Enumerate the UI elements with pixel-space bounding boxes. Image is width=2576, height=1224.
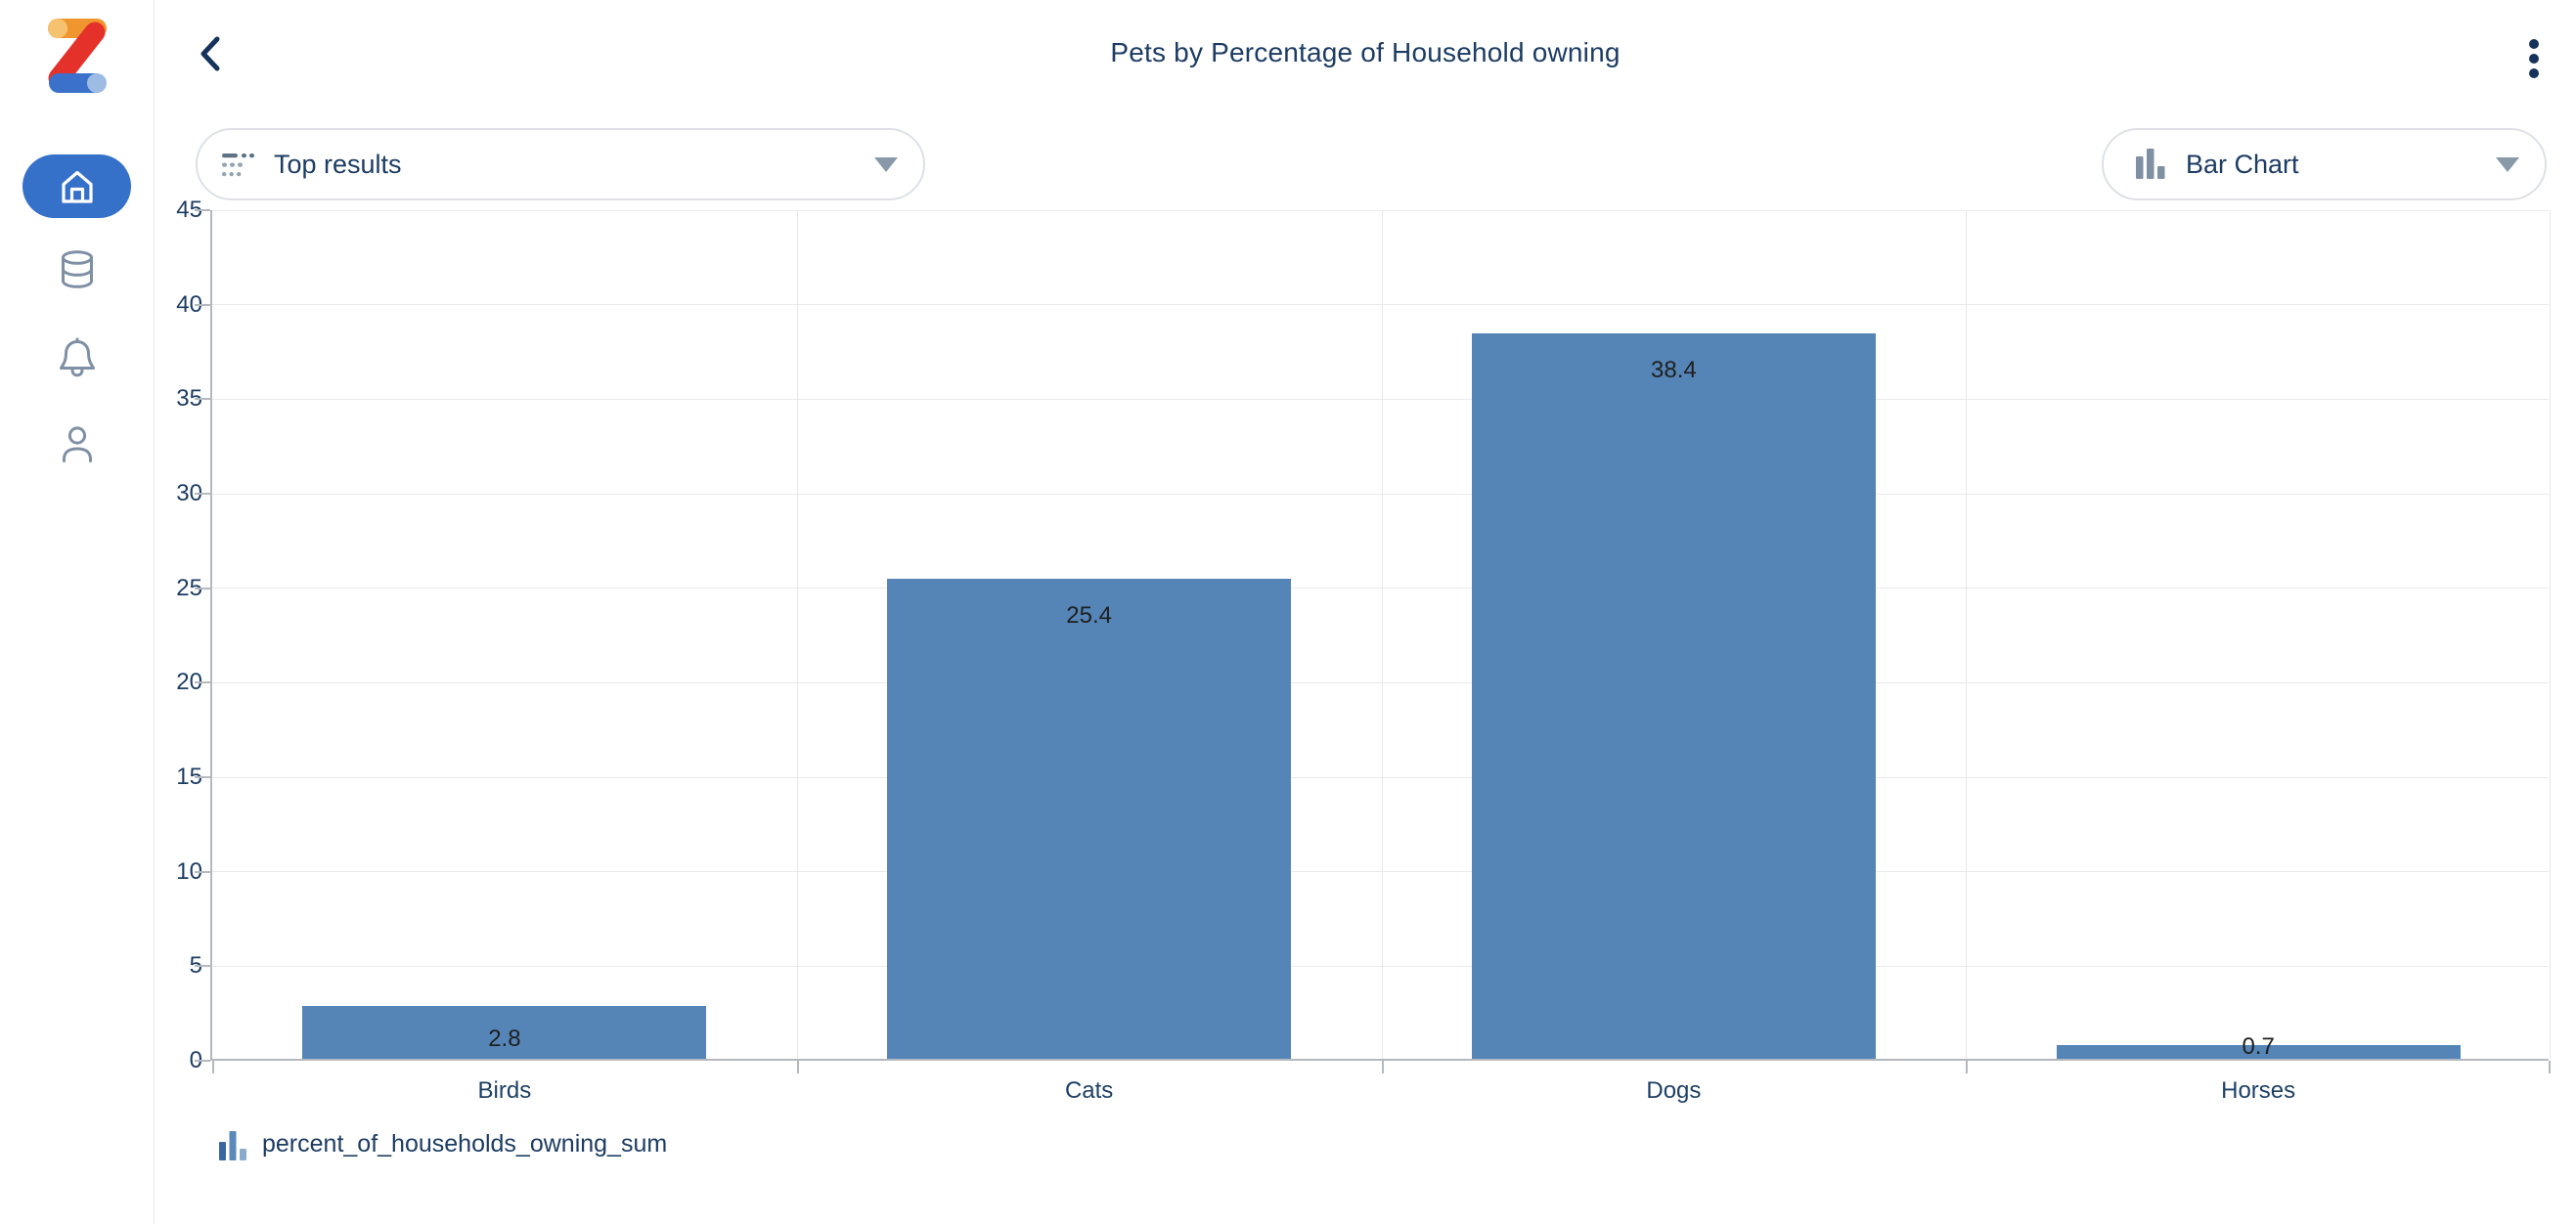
bar-value-label: 38.4: [1651, 356, 1697, 383]
y-axis-labels: 0 5 10 15 20 25 30 35 40 45: [155, 197, 202, 1073]
bar-chart-icon: [2135, 148, 2166, 181]
chart-type-label: Bar Chart: [2186, 149, 2299, 179]
y-axis-tick: [195, 398, 210, 401]
h-gridline: [212, 965, 2549, 967]
x-axis-tick: [1966, 1061, 1969, 1073]
caret-down-icon: [874, 156, 898, 172]
y-axis-tick: [195, 303, 210, 306]
sidebar-item-home[interactable]: [22, 154, 131, 218]
plot-area: 2.8 Birds 25.4 Cats 38.4 Dogs 0.7 Horses: [195, 209, 2551, 1104]
bar-value-label: 2.8: [488, 1025, 521, 1052]
y-axis-tick: [195, 965, 210, 968]
main-content: Pets by Percentage of Household owning: [155, 0, 2576, 1224]
user-icon: [62, 426, 92, 462]
category-label: Cats: [1064, 1077, 1114, 1104]
x-axis-tick: [1381, 1061, 1384, 1073]
h-gridline: [212, 210, 2549, 211]
category-label: Horses: [2221, 1077, 2296, 1104]
v-gridline: [796, 210, 798, 1059]
y-axis-tick: [195, 1060, 210, 1062]
v-gridline: [1966, 210, 1968, 1059]
sidebar: [0, 0, 155, 1224]
top-results-label: Top results: [274, 149, 402, 179]
y-axis-tick: [195, 209, 210, 211]
x-axis-tick: [212, 1061, 214, 1073]
y-axis-tick: [195, 587, 210, 590]
bar-birds[interactable]: [302, 1005, 707, 1059]
zoho-z-logo-icon[interactable]: [39, 16, 115, 96]
sidebar-item-data[interactable]: [55, 247, 100, 292]
category-label: Dogs: [1646, 1077, 1702, 1104]
top-n-filter-icon: [221, 150, 254, 179]
bar-dogs[interactable]: [1471, 332, 1876, 1059]
caret-down-icon: [2496, 156, 2519, 172]
x-axis-tick: [2549, 1061, 2551, 1073]
chart-legend[interactable]: percent_of_households_owning_sum: [219, 1126, 667, 1161]
bar-value-label: 0.7: [2242, 1033, 2275, 1061]
h-gridline: [212, 681, 2549, 683]
v-gridline: [1381, 210, 1383, 1059]
h-gridline: [212, 588, 2549, 590]
bar-horses[interactable]: [2056, 1045, 2461, 1059]
h-gridline: [212, 776, 2549, 778]
y-axis-tick: [195, 870, 210, 873]
sidebar-item-profile[interactable]: [55, 421, 100, 466]
database-icon: [61, 250, 93, 288]
category-label: Birds: [477, 1077, 532, 1104]
y-axis-tick: [195, 493, 210, 495]
home-icon: [61, 170, 93, 203]
bell-icon: [59, 337, 95, 377]
back-button[interactable]: [194, 33, 227, 74]
bar-value-label: 25.4: [1066, 601, 1112, 629]
h-gridline: [212, 398, 2549, 400]
y-axis-tick: [195, 776, 210, 778]
legend-series-label: percent_of_households_owning_sum: [262, 1129, 668, 1158]
mini-bar-chart-icon: [219, 1126, 248, 1161]
bar-cats[interactable]: [887, 578, 1292, 1059]
kebab-menu-icon[interactable]: [2525, 35, 2543, 82]
x-axis-tick: [796, 1061, 799, 1073]
v-gridline: [2550, 210, 2551, 1059]
page-title: Pets by Percentage of Household owning: [1110, 37, 1621, 67]
h-gridline: [212, 493, 2549, 495]
h-gridline: [212, 304, 2549, 306]
top-results-dropdown[interactable]: Top results: [196, 128, 925, 200]
h-gridline: [212, 871, 2549, 873]
chart-type-dropdown[interactable]: Bar Chart: [2102, 128, 2547, 200]
y-axis-tick: [195, 681, 210, 684]
sidebar-item-notifications[interactable]: [55, 335, 100, 380]
